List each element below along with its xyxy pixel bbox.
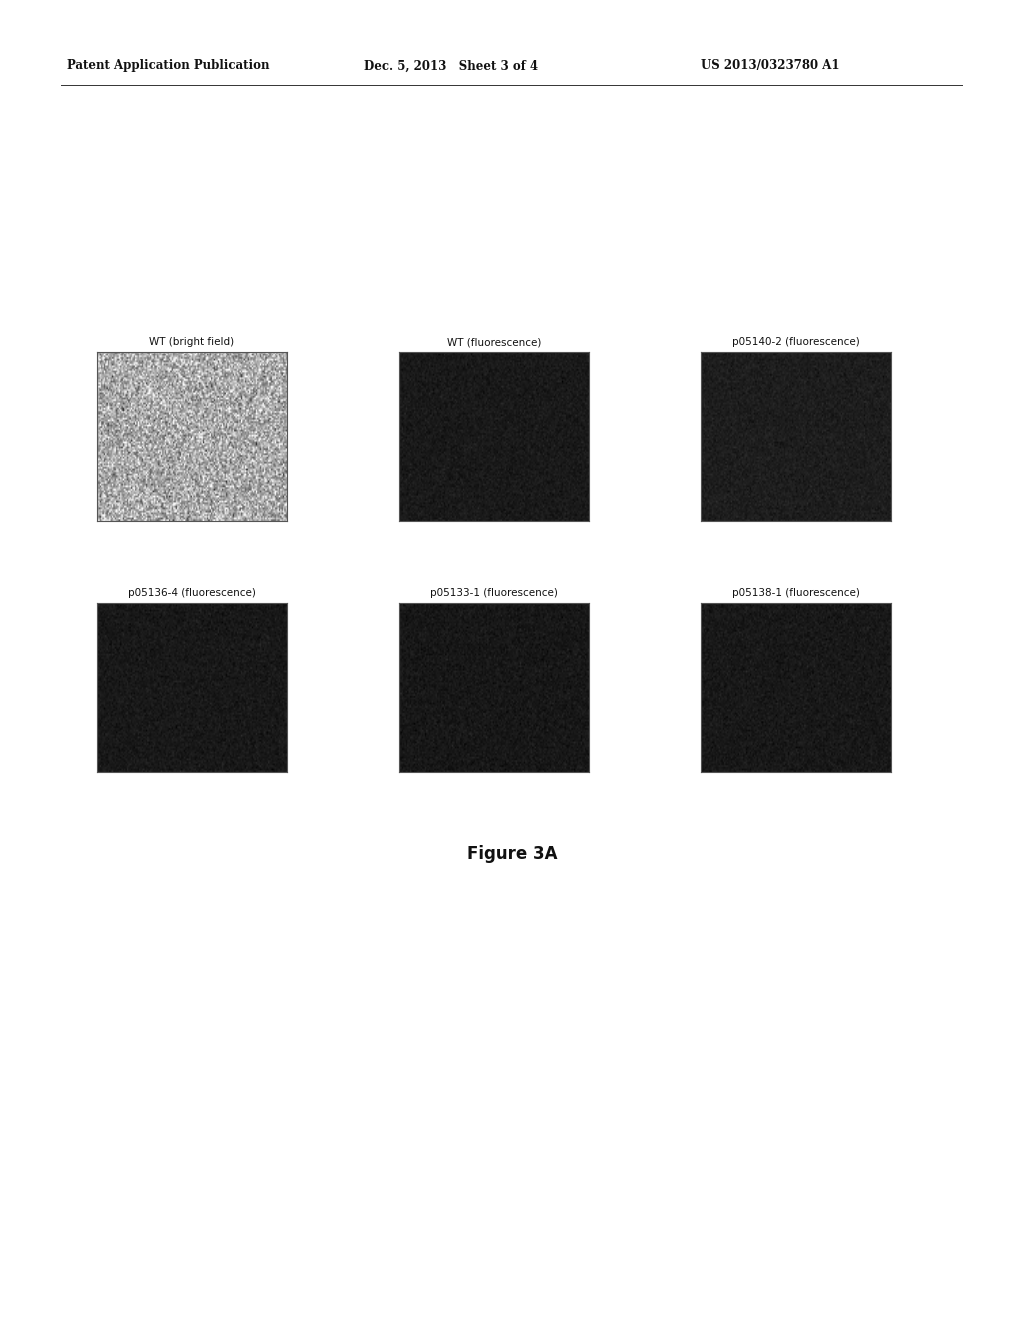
Text: p05138-1 (fluorescence): p05138-1 (fluorescence) bbox=[732, 587, 860, 598]
Text: WT (fluorescence): WT (fluorescence) bbox=[446, 337, 542, 347]
Text: Patent Application Publication: Patent Application Publication bbox=[67, 59, 269, 73]
Text: p05140-2 (fluorescence): p05140-2 (fluorescence) bbox=[732, 337, 860, 347]
Text: US 2013/0323780 A1: US 2013/0323780 A1 bbox=[701, 59, 840, 73]
Text: Figure 3A: Figure 3A bbox=[467, 845, 557, 863]
Text: p05133-1 (fluorescence): p05133-1 (fluorescence) bbox=[430, 587, 558, 598]
Text: Dec. 5, 2013   Sheet 3 of 4: Dec. 5, 2013 Sheet 3 of 4 bbox=[364, 59, 538, 73]
Text: p05136-4 (fluorescence): p05136-4 (fluorescence) bbox=[128, 587, 256, 598]
Text: WT (bright field): WT (bright field) bbox=[150, 337, 234, 347]
